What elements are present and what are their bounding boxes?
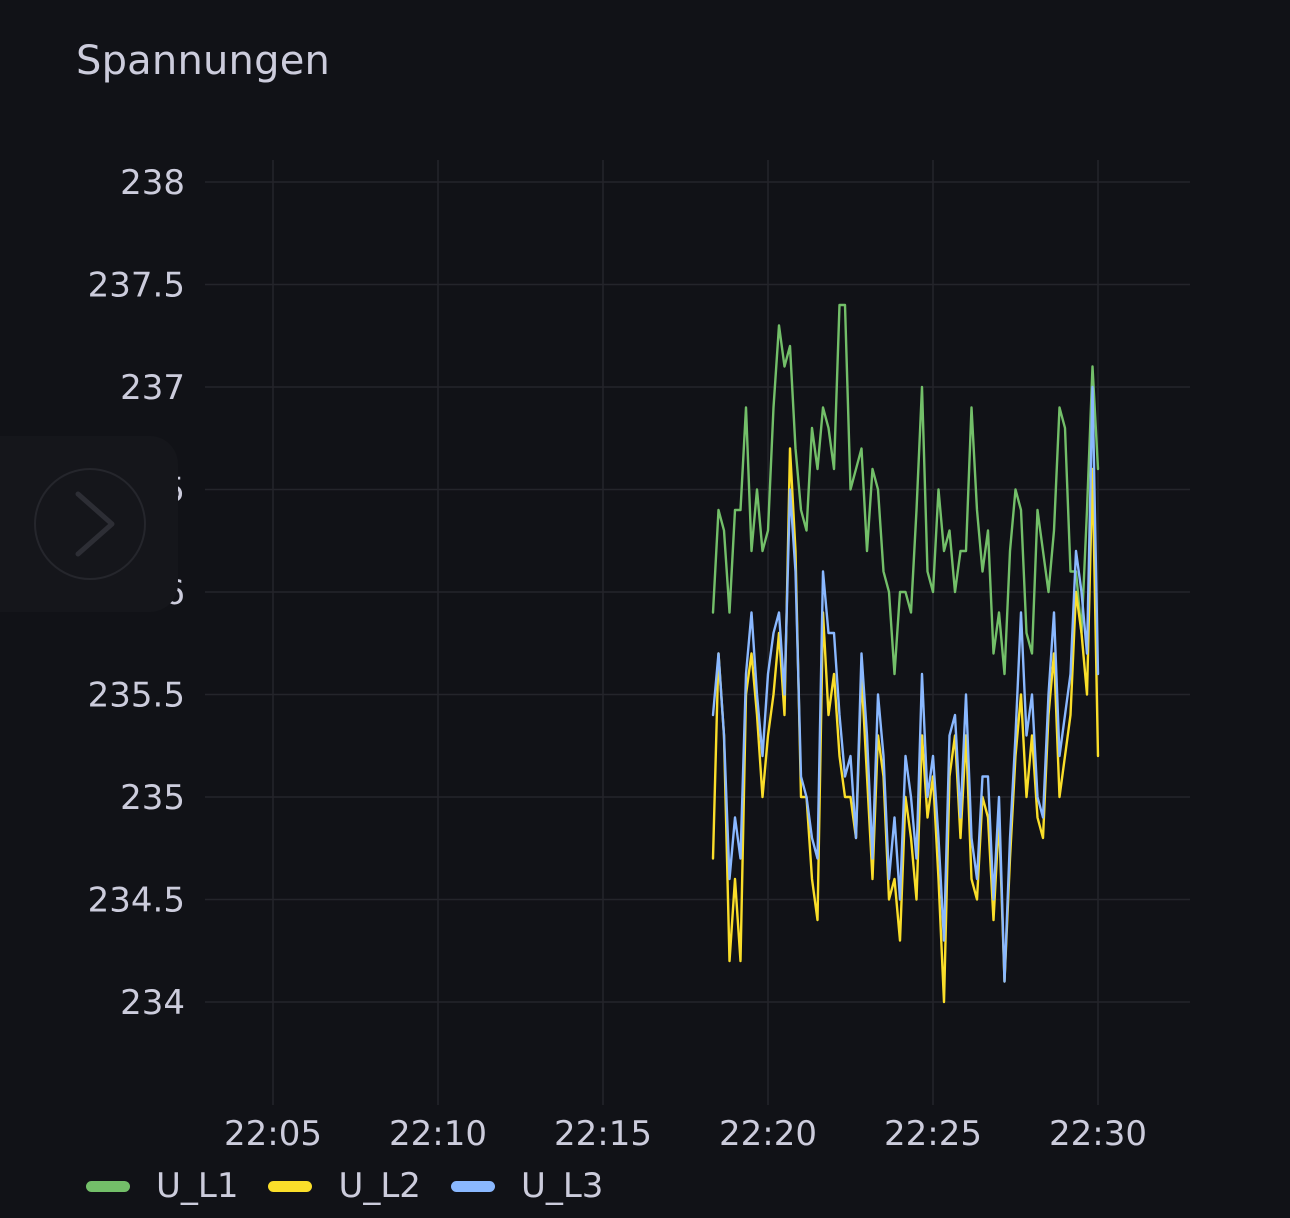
series-line-u-l1[interactable] [711, 303, 1100, 676]
x-tick-label: 22:05 [224, 1114, 322, 1154]
legend-swatch-u-l1 [86, 1180, 130, 1192]
x-tick-label: 22:10 [389, 1114, 487, 1154]
y-tick-label: 234 [120, 983, 185, 1023]
series-line-u-l2[interactable] [711, 447, 1100, 1004]
legend-label-u-l3: U_L3 [520, 1166, 604, 1206]
legend-item-u-l3[interactable]: U_L3 [450, 1166, 604, 1206]
y-tick-label: 234.5 [88, 881, 185, 921]
chevron-right-icon[interactable] [34, 468, 146, 580]
panel-title: Spannungen [76, 38, 331, 84]
legend-label-u-l2: U_L2 [338, 1166, 421, 1206]
x-tick-label: 22:15 [554, 1114, 652, 1154]
legend-item-u-l2[interactable]: U_L2 [268, 1166, 421, 1206]
chart-legend: U_L1 U_L2 U_L3 [86, 1166, 603, 1206]
legend-item-u-l1[interactable]: U_L1 [86, 1166, 238, 1206]
side-nav-button[interactable] [34, 468, 146, 580]
series-line-u-l3[interactable] [711, 385, 1100, 983]
series-lines [711, 303, 1100, 1004]
legend-swatch-u-l2 [268, 1180, 313, 1192]
y-tick-label: 237.5 [88, 266, 185, 306]
x-axis-tick-labels: 22:05 22:10 22:15 22:20 22:25 22:30 [224, 1114, 1147, 1154]
legend-label-u-l1: U_L1 [156, 1166, 239, 1206]
x-tick-label: 22:25 [884, 1114, 982, 1154]
y-tick-label: 235 [120, 778, 185, 818]
legend-swatch-u-l3 [450, 1180, 495, 1192]
y-tick-label: 238 [120, 163, 185, 203]
x-tick-label: 22:30 [1049, 1114, 1147, 1154]
x-tick-label: 22:20 [719, 1114, 817, 1154]
grid-lines [205, 160, 1190, 1105]
y-tick-label: 237 [120, 368, 185, 408]
y-tick-label: 235.5 [88, 676, 185, 716]
